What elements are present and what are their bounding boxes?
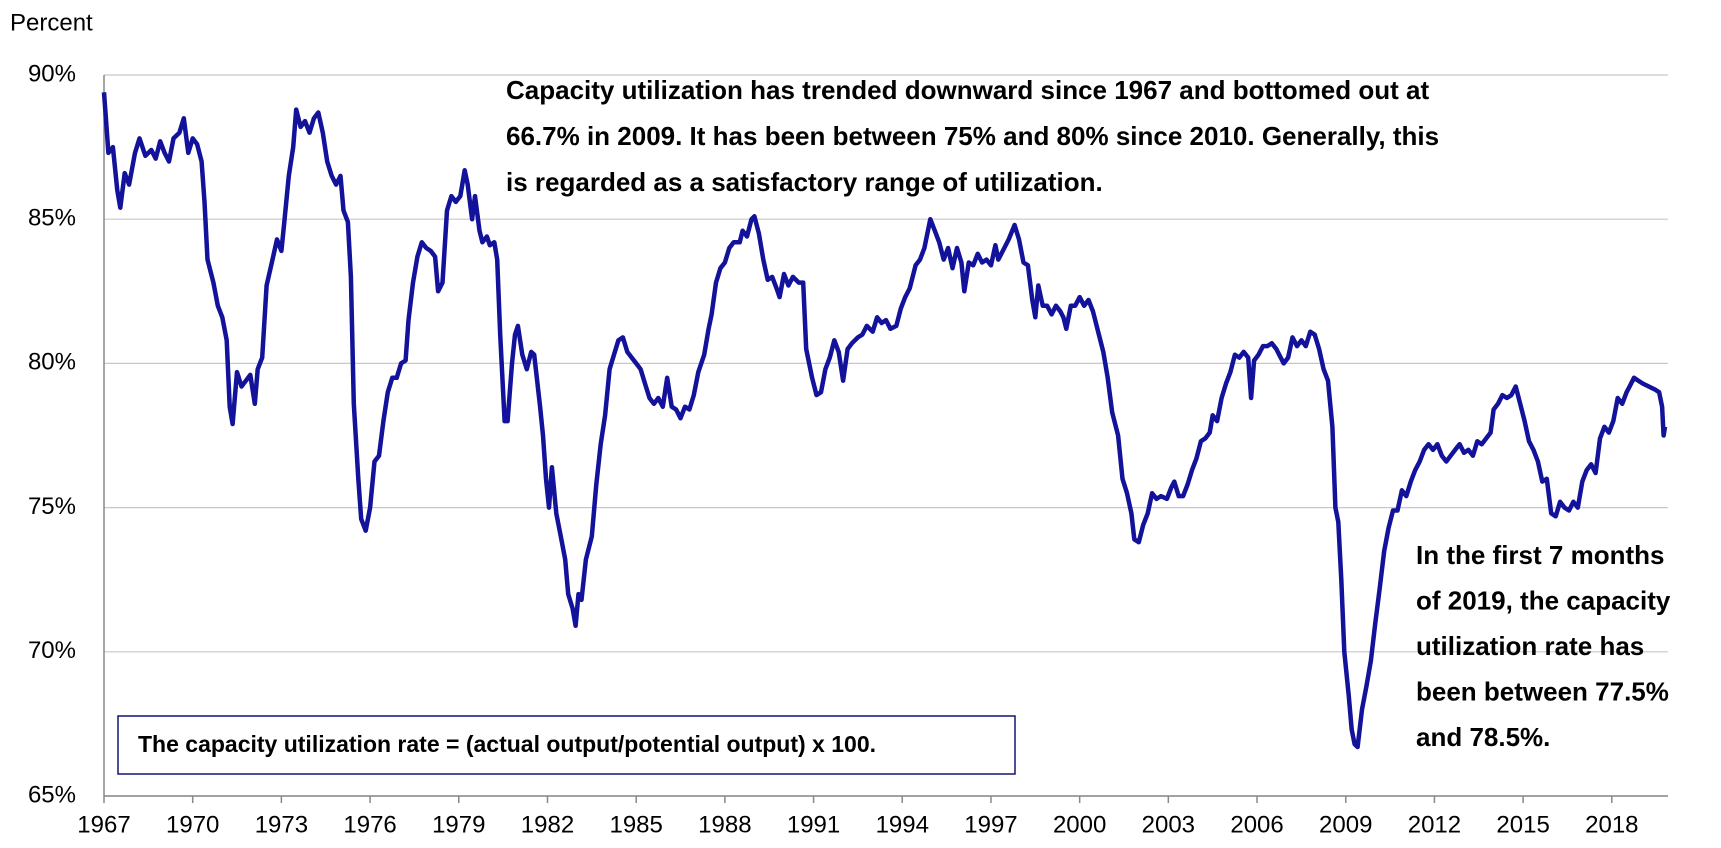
- y-axis-label: Percent: [10, 9, 93, 36]
- y-tick-label: 80%: [28, 349, 76, 376]
- x-tick-label: 1994: [876, 811, 929, 838]
- x-tick-label: 1982: [521, 811, 574, 838]
- x-tick-label: 2009: [1319, 811, 1372, 838]
- x-tick-label: 1973: [255, 811, 308, 838]
- x-tick-label: 2012: [1408, 811, 1461, 838]
- x-tick-label: 1997: [964, 811, 1017, 838]
- x-tick-label: 2000: [1053, 811, 1106, 838]
- annotation: is regarded as a satisfactory range of u…: [506, 167, 1103, 197]
- x-tick-label: 1988: [698, 811, 751, 838]
- annotation: utilization rate has: [1416, 631, 1644, 661]
- y-tick-label: 75%: [28, 493, 76, 520]
- annotation: In the first 7 months: [1416, 540, 1664, 570]
- data-line: [101, 92, 1668, 750]
- y-tick-label: 65%: [28, 781, 76, 808]
- x-tick-label: 1970: [166, 811, 219, 838]
- x-tick-label: 1979: [432, 811, 485, 838]
- annotation: Capacity utilization has trended downwar…: [506, 75, 1429, 105]
- annotation: 66.7% in 2009. It has been between 75% a…: [506, 121, 1439, 151]
- x-tick-label: 1967: [77, 811, 130, 838]
- x-tick-label: 1991: [787, 811, 840, 838]
- x-tick-label: 1976: [343, 811, 396, 838]
- x-tick-label: 2018: [1585, 811, 1638, 838]
- y-tick-label: 90%: [28, 60, 76, 87]
- x-tick-label: 2015: [1496, 811, 1549, 838]
- annotation: of 2019, the capacity: [1416, 585, 1671, 615]
- x-tick-label: 2006: [1230, 811, 1283, 838]
- note: The capacity utilization rate = (actual …: [138, 731, 876, 757]
- annotation: been between 77.5%: [1416, 676, 1669, 706]
- y-tick-label: 70%: [28, 637, 76, 664]
- x-tick-label: 1985: [609, 811, 662, 838]
- note-box: [117, 715, 1016, 775]
- x-tick-label: 2003: [1142, 811, 1195, 838]
- y-tick-label: 85%: [28, 205, 76, 232]
- annotation: and 78.5%.: [1416, 722, 1550, 752]
